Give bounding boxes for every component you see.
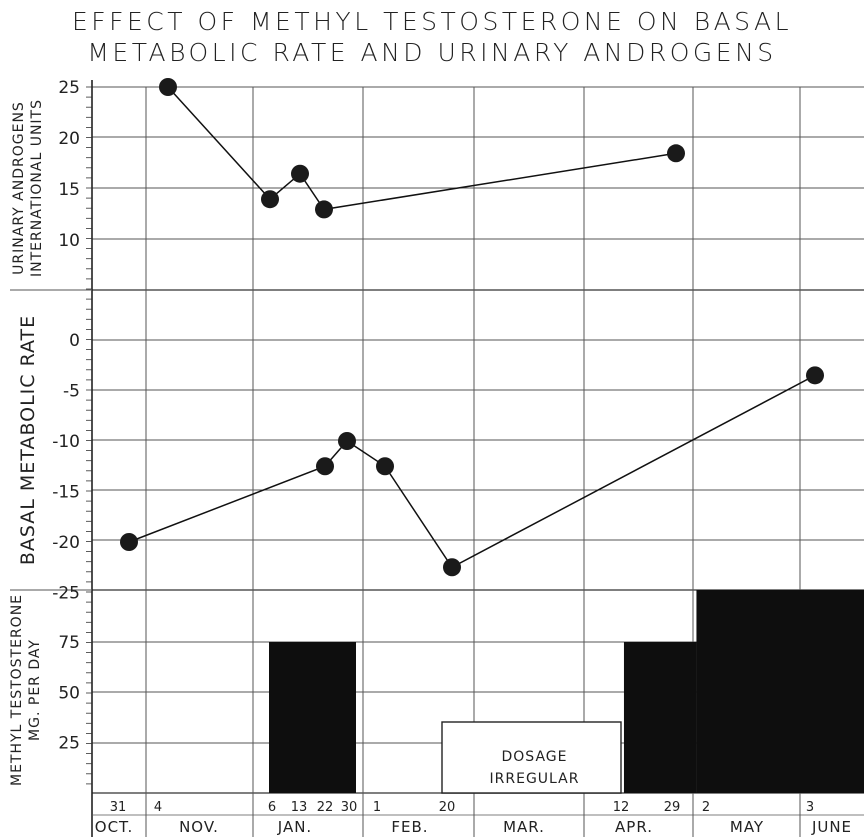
bmr-tick-label: -5 xyxy=(63,382,80,402)
x-month-label: MAR. xyxy=(503,818,545,836)
androgens-axis-label: INTERNATIONAL UNITS xyxy=(29,99,45,277)
x-month-label: APR. xyxy=(615,818,653,836)
androgens-line xyxy=(167,86,677,211)
bmr-tick-label: -15 xyxy=(52,483,80,503)
dosage-block xyxy=(269,642,356,793)
bmr-point xyxy=(316,457,334,476)
x-day-label: 3 xyxy=(806,800,814,815)
bmr-line xyxy=(128,374,816,569)
bmr-tick-label: -20 xyxy=(52,533,80,553)
bmr-tick-label: -10 xyxy=(52,432,80,452)
dosage-axis-label: MG. PER DAY xyxy=(27,639,43,741)
x-month-label: JUNE xyxy=(811,818,852,836)
x-day-label: 30 xyxy=(341,800,358,815)
dosage-blocks xyxy=(269,590,864,794)
androgens-point xyxy=(291,164,309,183)
bmr-tick-label: 0 xyxy=(69,331,80,351)
bmr-point xyxy=(443,558,461,577)
grid-lines xyxy=(10,80,864,837)
x-day-label: 4 xyxy=(154,800,162,815)
x-day-label: 2 xyxy=(702,800,710,815)
androgens-axis-label: URINARY ANDROGENS xyxy=(11,101,27,275)
series-lines xyxy=(128,86,816,569)
x-day-label: 13 xyxy=(291,800,308,815)
irregular-dosage-block xyxy=(441,721,622,794)
dosage-tick-label: 25 xyxy=(58,734,80,754)
chart-title-line-2: METABOLIC RATE AND URINARY ANDROGENS xyxy=(87,38,777,67)
irregular-dosage-label: IRREGULAR xyxy=(490,771,580,787)
bmr-point xyxy=(806,366,824,385)
androgens-tick-label: 25 xyxy=(58,78,80,98)
androgens-point xyxy=(315,200,333,219)
androgens-point xyxy=(667,144,685,163)
bmr-tick-label: -25 xyxy=(52,584,80,604)
x-month-label: JAN. xyxy=(277,818,312,836)
bmr-point xyxy=(120,533,138,551)
dosage-block xyxy=(696,590,864,793)
bmr-point xyxy=(338,432,356,450)
bmr-point xyxy=(376,457,394,476)
x-day-label: 31 xyxy=(110,800,127,815)
x-month-label: FEB. xyxy=(391,818,428,836)
dosage-tick-label: 75 xyxy=(58,633,80,653)
androgens-tick-label: 10 xyxy=(58,231,80,251)
x-day-label: 1 xyxy=(373,800,381,815)
x-day-label: 29 xyxy=(664,800,681,815)
androgens-point xyxy=(159,78,177,96)
chart-title-line-1: EFFECT OF METHYL TESTOSTERONE ON BASAL xyxy=(71,7,793,36)
dosage-axis-label: METHYL TESTOSTERONE xyxy=(9,594,25,786)
irregular-dosage-label: DOSAGE xyxy=(502,749,568,765)
x-month-label: MAY xyxy=(730,818,764,836)
x-day-label: 22 xyxy=(317,800,334,815)
bmr-axis-label: BASAL METABOLIC RATE xyxy=(17,315,39,565)
x-month-label: OCT. xyxy=(95,818,133,836)
series-points xyxy=(120,78,824,577)
x-day-label: 20 xyxy=(439,800,456,815)
axis-ticks xyxy=(86,86,92,785)
dosage-block xyxy=(623,642,697,793)
x-day-label: 6 xyxy=(268,800,276,815)
x-day-label: 12 xyxy=(613,800,630,815)
dosage-tick-label: 50 xyxy=(58,683,80,703)
chart-title: EFFECT OF METHYL TESTOSTERONE ON BASAL M… xyxy=(0,6,864,68)
x-month-label: NOV. xyxy=(179,818,219,836)
axis-labels: 25 20 15 10 0 -5 -10 -15 -20 -25 75 50 25 URINARY AND… xyxy=(9,78,852,836)
androgens-point xyxy=(261,190,279,209)
androgens-tick-label: 15 xyxy=(58,180,80,200)
androgens-tick-label: 20 xyxy=(58,129,80,149)
